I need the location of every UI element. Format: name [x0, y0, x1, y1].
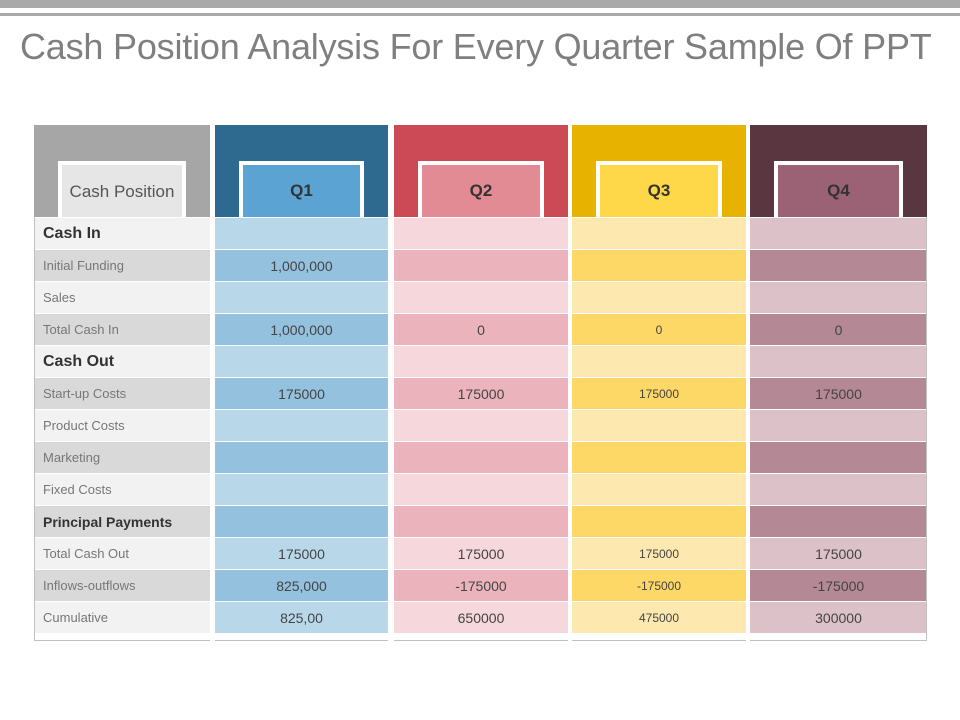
value-cell: 1,000,000 [215, 313, 388, 345]
column-border [750, 217, 927, 641]
quarter-header-block: Q2 [394, 125, 568, 217]
value-cell [394, 505, 568, 537]
value-cell: 650000 [394, 601, 568, 633]
value-cell [394, 473, 568, 505]
row-label: Cash In [34, 217, 210, 249]
value-cell [215, 281, 388, 313]
value-cell [750, 473, 927, 505]
quarter-column-q3: Q3 0 175000 175000 -175000 475000 [572, 125, 746, 641]
row-label: Total Cash Out [34, 537, 210, 569]
value-cell [572, 345, 746, 377]
label-column: Cash Position Cash In Initial Funding Sales… [34, 125, 210, 641]
value-cell [215, 409, 388, 441]
column-border [572, 217, 746, 641]
value-cell: 175000 [572, 377, 746, 409]
value-cell [750, 249, 927, 281]
value-cell: 825,000 [215, 569, 388, 601]
value-cell [750, 281, 927, 313]
value-cell: -175000 [750, 569, 927, 601]
value-cell [215, 505, 388, 537]
value-cell: -175000 [572, 569, 746, 601]
value-cell: -175000 [394, 569, 568, 601]
row-label: Marketing [34, 441, 210, 473]
value-cell [750, 217, 927, 249]
value-cell [750, 505, 927, 537]
quarter-column-q4: Q4 0 175000 175000 -175000 300000 [750, 125, 927, 641]
value-cell [572, 409, 746, 441]
value-cell [215, 217, 388, 249]
quarter-column-q2: Q2 0 175000 175000 -175000 650000 [394, 125, 568, 641]
value-cell [750, 441, 927, 473]
value-cell: 0 [394, 313, 568, 345]
value-cell [572, 281, 746, 313]
value-cell [572, 441, 746, 473]
value-cell: 175000 [750, 537, 927, 569]
value-cell [572, 249, 746, 281]
row-label: Product Costs [34, 409, 210, 441]
column-border [34, 217, 210, 641]
quarter-header-q3: Q3 [596, 161, 722, 217]
value-cell: 475000 [572, 601, 746, 633]
value-cell [394, 409, 568, 441]
value-cell [750, 409, 927, 441]
quarter-column-q1: Q1 1,000,000 1,000,000 175000 175000 825,000 8… [215, 125, 388, 641]
value-cell [215, 441, 388, 473]
value-cell [750, 345, 927, 377]
value-cell: 175000 [215, 377, 388, 409]
value-cell [572, 505, 746, 537]
row-label: Fixed Costs [34, 473, 210, 505]
top-decor-bar [0, 0, 960, 8]
value-cell [572, 217, 746, 249]
value-cell: 175000 [394, 537, 568, 569]
quarter-header-block: Q3 [572, 125, 746, 217]
row-label: Cumulative [34, 601, 210, 633]
value-cell [215, 473, 388, 505]
value-cell [394, 217, 568, 249]
value-cell [572, 473, 746, 505]
row-label: Initial Funding [34, 249, 210, 281]
label-header-block: Cash Position [34, 125, 210, 219]
cash-position-header: Cash Position [58, 161, 186, 219]
value-cell [394, 281, 568, 313]
value-cell [394, 441, 568, 473]
value-cell: 175000 [572, 537, 746, 569]
row-label: Sales [34, 281, 210, 313]
column-border [394, 217, 568, 641]
value-cell: 175000 [750, 377, 927, 409]
value-cell [394, 249, 568, 281]
value-cell: 300000 [750, 601, 927, 633]
quarter-header-block: Q4 [750, 125, 927, 217]
value-cell: 175000 [394, 377, 568, 409]
value-cell: 0 [750, 313, 927, 345]
quarter-header-q2: Q2 [418, 161, 544, 217]
quarter-header-q4: Q4 [774, 161, 903, 217]
quarter-header-q1: Q1 [239, 161, 364, 217]
value-cell: 175000 [215, 537, 388, 569]
column-border [215, 217, 388, 641]
page-title: Cash Position Analysis For Every Quarter… [20, 26, 932, 67]
cash-position-table: Cash Position Cash In Initial Funding Sales… [34, 125, 927, 641]
row-label: Start-up Costs [34, 377, 210, 409]
row-label: Principal Payments [34, 505, 210, 537]
row-label: Inflows-outflows [34, 569, 210, 601]
value-cell [215, 345, 388, 377]
value-cell: 825,00 [215, 601, 388, 633]
top-decor-line [0, 13, 960, 16]
value-cell: 1,000,000 [215, 249, 388, 281]
value-cell [394, 345, 568, 377]
row-label: Total Cash In [34, 313, 210, 345]
quarter-header-block: Q1 [215, 125, 388, 217]
row-label: Cash Out [34, 345, 210, 377]
value-cell: 0 [572, 313, 746, 345]
